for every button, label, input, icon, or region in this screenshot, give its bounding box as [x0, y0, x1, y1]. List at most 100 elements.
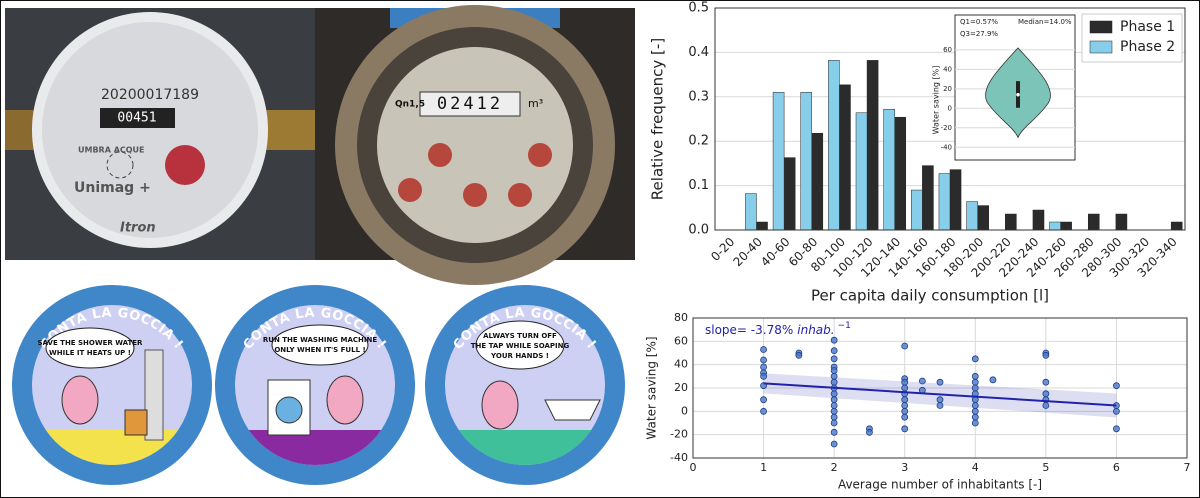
- bar: [866, 60, 879, 231]
- plot-frame: [714, 7, 1186, 231]
- meter-photo-1: 20200017189 00451 UMBRA ACQUE Unimag + I…: [5, 8, 315, 260]
- data-point: [989, 376, 997, 384]
- bar: [894, 116, 907, 231]
- bar: [811, 132, 824, 231]
- y-tick-label: 20: [674, 381, 688, 394]
- sticker-2: CONTA LA GOCCIA ! RUN THE WASHING MACHIN…: [215, 285, 415, 485]
- data-point: [936, 378, 944, 386]
- inset-tick-label: 0: [948, 104, 952, 112]
- x-tick-label: 2: [831, 461, 838, 474]
- data-point: [760, 372, 767, 380]
- bar: [1115, 213, 1128, 231]
- data-point: [760, 346, 767, 353]
- data-point: [1113, 407, 1120, 415]
- data-point: [971, 372, 979, 380]
- inset-stat: Q1=0.57%: [960, 18, 998, 26]
- inset-tick-label: 60: [943, 46, 952, 54]
- data-point: [830, 396, 838, 404]
- bar: [911, 189, 923, 231]
- data-point: [830, 402, 838, 409]
- data-point: [901, 396, 909, 404]
- data-point: [830, 355, 838, 363]
- x-tick-label: 6: [1113, 461, 1120, 474]
- data-point: [971, 378, 979, 386]
- x-tick-label: 1: [760, 461, 767, 474]
- y-tick-label: 0.3: [688, 89, 709, 104]
- legend-label: Phase 2: [1120, 39, 1175, 55]
- data-point: [1042, 378, 1050, 386]
- data-point: [901, 413, 909, 421]
- data-point: [901, 378, 909, 386]
- bar: [828, 60, 840, 231]
- inset-axis-title: Water saving [%]: [932, 66, 941, 135]
- bar: [1005, 213, 1017, 231]
- data-point: [830, 347, 838, 355]
- bar: [977, 205, 989, 231]
- data-point: [1113, 382, 1120, 390]
- data-point: [1042, 402, 1050, 409]
- inset-stat: Median=14.0%: [1018, 18, 1072, 26]
- meter-maker: Itron: [120, 221, 156, 236]
- bar: [745, 193, 757, 231]
- sticker-message: RUN THE WASHING MACHINE: [263, 336, 377, 344]
- y-tick-label: 80: [674, 311, 688, 324]
- utility-logo: UMBRA ACQUE: [78, 146, 145, 155]
- sticker-3: CONTA LA GOCCIA ! ALWAYS TURN OFF THE TA…: [425, 285, 625, 485]
- data-point: [760, 363, 767, 371]
- bar: [839, 84, 851, 231]
- data-point: [971, 413, 979, 421]
- data-point: [760, 407, 767, 415]
- y-tick-label: 0.2: [688, 134, 709, 149]
- data-point: [830, 378, 838, 386]
- data-point: [1113, 425, 1120, 433]
- data-point: [830, 390, 838, 398]
- bar: [922, 165, 934, 231]
- data-point: [971, 419, 979, 427]
- meter-serial: 20200017189: [101, 87, 199, 103]
- x-tick-label: 7: [1184, 461, 1191, 474]
- y-tick-label: -40: [670, 451, 688, 464]
- x-axis-title: Per capita daily consumption [l]: [811, 287, 1049, 305]
- data-point: [971, 402, 979, 409]
- sticker-message: ALWAYS TURN OFF: [483, 332, 557, 340]
- sticker-message: YOUR HANDS !: [490, 352, 549, 360]
- inset-tick-label: 20: [943, 85, 952, 93]
- meter-brand: Unimag +: [74, 180, 151, 196]
- data-point: [1042, 390, 1050, 398]
- data-point: [830, 367, 838, 374]
- y-tick-label: 40: [674, 358, 688, 371]
- bar: [1170, 221, 1183, 231]
- data-point: [971, 407, 979, 415]
- sticker-message: THE TAP WHILE SOAPING: [471, 342, 570, 350]
- bar: [966, 201, 978, 231]
- bar: [783, 157, 796, 231]
- sticker-1: CONTA LA GOCCIA ! SAVE THE SHOWER WATER …: [12, 285, 212, 485]
- y-tick-label: 0.0: [688, 223, 709, 238]
- meter-reading: 02412: [437, 94, 503, 114]
- annotation-exponent: −1: [838, 321, 851, 331]
- x-tick-label: 5: [1042, 461, 1049, 474]
- meter-reading: 00451: [117, 111, 156, 126]
- legend-swatch: [1089, 20, 1113, 34]
- sticker-message: WHILE IT HEATS UP !: [49, 349, 131, 357]
- bar: [1032, 209, 1045, 231]
- data-point: [830, 440, 838, 448]
- y-tick-label: 0.1: [688, 178, 709, 193]
- data-point: [936, 402, 944, 409]
- regression-line: [763, 382, 1117, 407]
- data-point: [830, 413, 838, 421]
- y-tick-label: -20: [670, 428, 688, 441]
- data-point: [760, 356, 767, 364]
- x-tick-label: 3: [901, 461, 908, 474]
- bar: [756, 221, 768, 231]
- legend-label: Phase 1: [1120, 19, 1175, 35]
- bar: [1049, 221, 1061, 231]
- data-point: [830, 336, 838, 344]
- data-point: [918, 377, 926, 385]
- bar: [1060, 221, 1072, 231]
- annotation-unit: inhab.: [797, 323, 834, 337]
- meter-unit: m³: [528, 97, 543, 110]
- data-point: [901, 402, 909, 409]
- legend-swatch: [1089, 40, 1113, 54]
